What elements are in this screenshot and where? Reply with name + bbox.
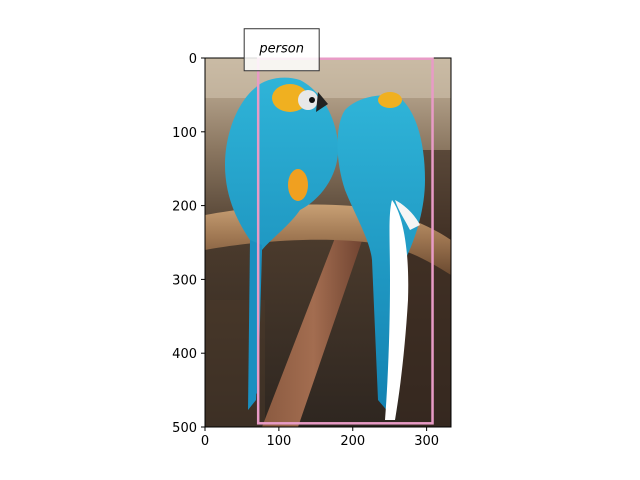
y-axis-ticks: 0 100 200 300 400 500: [172, 52, 205, 436]
y-tick-label: 300: [172, 273, 197, 288]
y-tick-label: 200: [172, 200, 197, 215]
detections-layer: person: [243, 28, 434, 425]
parrot-left: [225, 77, 339, 410]
y-tick-label: 0: [189, 52, 197, 67]
detection-box: [256, 57, 434, 425]
photo: [205, 58, 451, 427]
x-tick-label: 100: [266, 434, 291, 449]
y-tick-label: 100: [172, 126, 197, 141]
x-tick-label: 200: [340, 434, 365, 449]
detection-label-box: [243, 28, 320, 72]
x-tick-label: 300: [414, 434, 439, 449]
detection-label: person: [258, 42, 304, 57]
y-tick-label: 500: [172, 421, 197, 436]
x-tick-label: 0: [201, 434, 209, 449]
y-tick-label: 400: [172, 347, 197, 362]
x-axis-ticks: 0 100 200 300: [201, 427, 439, 449]
parrot-right: [337, 92, 425, 421]
